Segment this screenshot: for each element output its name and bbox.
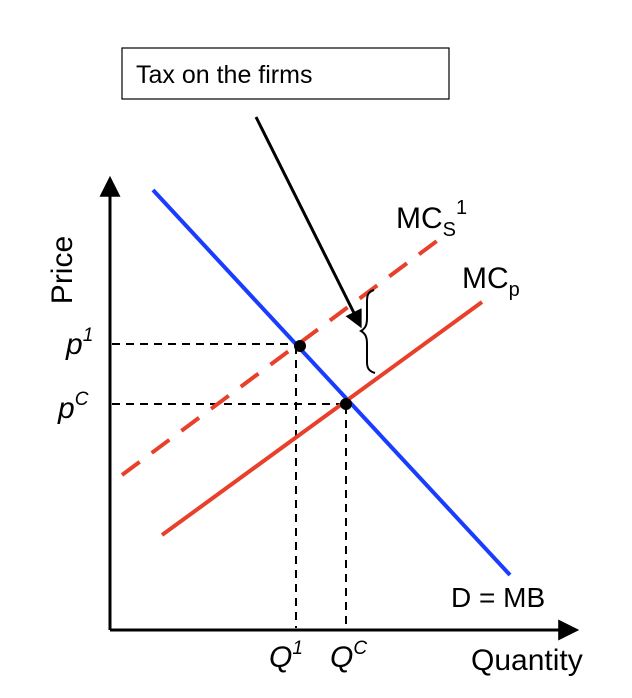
callout-text: Tax on the firms [136,61,312,89]
demand-label: D = MB [451,582,545,613]
social-mc-label-sup: 1 [456,197,467,219]
private-mc-label-main: MC [462,262,509,295]
demand-curve [151,188,512,577]
social-mc-label-sub: S [443,219,456,241]
p1-label-sup: 1 [83,325,94,346]
tax-brace [359,289,376,374]
p1-label: p1 [65,325,93,361]
y-axis-label: Price [46,236,79,304]
competitive-equilibrium-point [340,398,352,410]
social-mc-label-main: MC [396,202,443,235]
pc-label-sup: C [75,389,89,410]
q1-label-sup: 1 [292,638,303,659]
tax-equilibrium-point [294,340,306,352]
pc-label-main: p [57,392,75,425]
q1-label: Q1 [269,638,303,674]
q1-label-main: Q [269,641,292,674]
p1-label-main: p [65,328,83,361]
x-axis-label: Quantity [471,644,583,677]
qc-label-sup: C [353,638,367,659]
private-mc-label: MCp [462,262,520,301]
social-mc-label: MCS1 [396,197,467,241]
callout-box [121,47,450,100]
callout-arrow [254,116,362,329]
pc-label: pC [57,389,89,425]
qc-label: QC [330,638,367,674]
private-mc-label-sub: p [509,279,520,301]
social-mc-curve [120,233,447,477]
private-mc-curve [160,300,484,537]
qc-label-main: Q [330,641,353,674]
